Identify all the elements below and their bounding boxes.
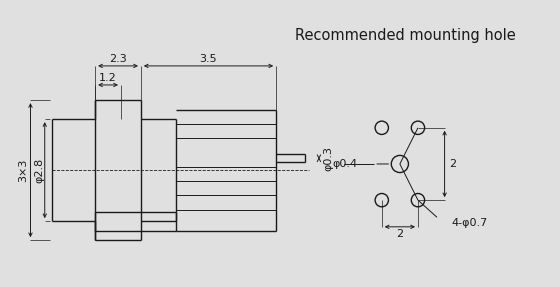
Text: Recommended mounting hole: Recommended mounting hole bbox=[295, 28, 516, 43]
Text: 2.3: 2.3 bbox=[109, 54, 127, 64]
Text: 3×3: 3×3 bbox=[18, 158, 28, 182]
Text: 4-φ0.7: 4-φ0.7 bbox=[451, 218, 488, 228]
Text: φ0.3: φ0.3 bbox=[324, 146, 333, 171]
Text: 2: 2 bbox=[396, 229, 403, 239]
Text: 3.5: 3.5 bbox=[200, 54, 217, 64]
Text: 2: 2 bbox=[449, 159, 456, 169]
Text: φ2.8: φ2.8 bbox=[34, 158, 44, 183]
Text: φ0.4: φ0.4 bbox=[333, 159, 358, 169]
Text: 1.2: 1.2 bbox=[99, 73, 117, 83]
